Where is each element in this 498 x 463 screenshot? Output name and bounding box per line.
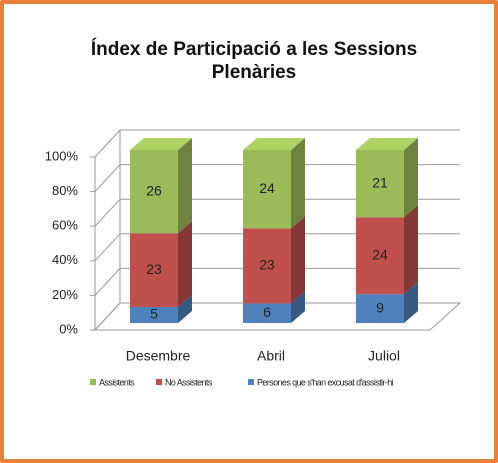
bar (356, 217, 404, 295)
bar-side (178, 221, 192, 307)
bar-side (178, 294, 192, 323)
grid-line (94, 233, 121, 262)
bar-top (356, 138, 418, 150)
data-label: 6 (263, 304, 271, 320)
bar (130, 150, 178, 234)
bar (130, 306, 178, 323)
data-label: 24 (259, 180, 275, 196)
x-tick-label: Abril (257, 348, 285, 364)
x-tick-label: Desembre (126, 348, 191, 364)
bar-side (291, 138, 305, 229)
legend-label: Assistents (99, 377, 135, 387)
legend-swatch (248, 379, 254, 385)
bar-top (130, 138, 192, 150)
bar (243, 150, 291, 229)
bar (130, 233, 178, 307)
grid-line (94, 268, 121, 296)
grid-line (94, 198, 121, 227)
grid-line (94, 302, 121, 331)
y-tick-label: 100% (45, 148, 79, 163)
data-label: 24 (372, 246, 388, 262)
legend-swatch (90, 379, 96, 385)
data-label: 23 (259, 257, 275, 273)
bar-side (404, 138, 418, 218)
data-label: 26 (146, 182, 162, 198)
legend-label: Persones que s'han excusat d'assistir-hi (257, 377, 394, 387)
bar (356, 294, 404, 323)
bar-side (404, 205, 418, 295)
y-tick-label: 80% (52, 183, 78, 198)
x-tick-label: Juliol (368, 348, 400, 364)
data-label: 9 (376, 299, 384, 315)
data-label: 21 (372, 174, 388, 190)
grid-line (94, 129, 121, 158)
y-tick-label: 0% (59, 321, 78, 336)
grid-line (94, 164, 121, 192)
legend-label: No Assistents (165, 377, 213, 387)
bar-side (291, 291, 305, 323)
chart: 0% 20% 40% 60% 80% 100% Desembre 5 23 26 Abril 6 23 2… (45, 129, 462, 387)
legend-swatch (156, 379, 162, 385)
bar-side (291, 216, 305, 304)
data-label: 23 (146, 261, 162, 277)
y-tick-label: 60% (52, 218, 78, 233)
bar-top (243, 138, 305, 150)
data-label: 5 (150, 306, 158, 322)
bar (243, 228, 291, 304)
bar (356, 150, 404, 218)
bar (243, 303, 291, 323)
chart-title: Índex de Participació a les Sessions Ple… (90, 39, 418, 83)
bar-side (404, 282, 418, 323)
bar-side (178, 138, 192, 234)
y-tick-label: 40% (52, 252, 78, 267)
y-tick-label: 20% (52, 287, 78, 302)
